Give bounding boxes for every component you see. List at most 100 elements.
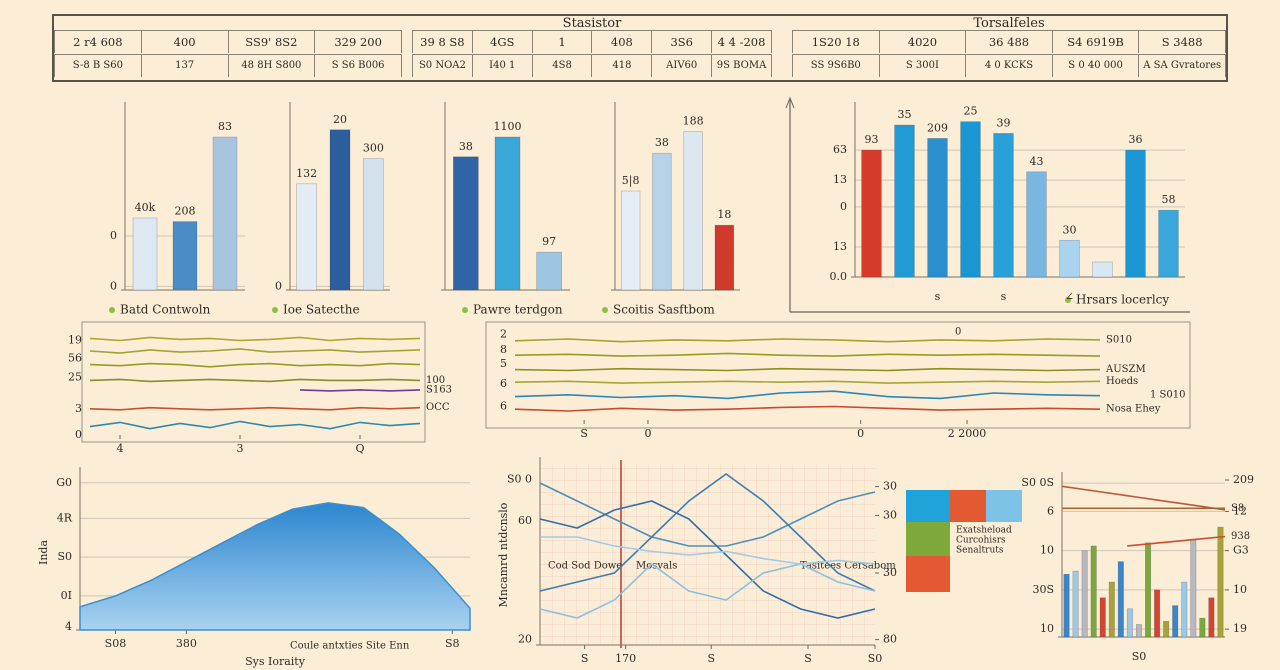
series-label: Nosa Ehey: [1106, 404, 1161, 415]
table-group: Stasistor 39 8 S8 4GS 1 408 3S6 4 4 -208 S0 NOA…: [412, 16, 772, 80]
y-tick-label: 25: [68, 370, 82, 383]
line-series: [1061, 485, 1226, 511]
y-tick-label: 4: [65, 620, 72, 633]
line-series: [89, 420, 421, 430]
y-tick-label: 20: [518, 633, 532, 646]
value-label: 38: [655, 136, 669, 149]
legend-label: Scoitis Sasftbom: [613, 303, 715, 317]
table-row: SS 9S6B0 S 300I 4 0 KCKS S 0 40 000 A SA Gvr…: [792, 54, 1226, 77]
y2-tick-label: 10: [1233, 583, 1247, 596]
x-tick-label: S: [707, 652, 715, 665]
x-tick-label: S0: [868, 652, 883, 665]
area: [79, 502, 471, 631]
legend-bullet: [462, 307, 468, 313]
y-tick-label: S0: [57, 550, 72, 563]
line-series: [89, 406, 421, 411]
line-series: [540, 536, 876, 565]
x-tick-label: s: [1001, 290, 1007, 303]
swatch: [906, 522, 950, 556]
table-cell: S S6 B006: [314, 55, 402, 77]
table-cell: 4 0 KCKS: [965, 55, 1052, 77]
table-cell: SS 9S6B0: [792, 55, 879, 77]
y-tick-label: 8: [500, 343, 507, 356]
table-cell: 137: [140, 55, 228, 77]
table-cell: 329 200: [314, 31, 402, 53]
bar: [1135, 624, 1142, 638]
x-tick-label: 2 2000: [948, 427, 987, 440]
bar: [536, 251, 562, 291]
x-tick-label: S0: [1132, 650, 1147, 663]
bar: [1158, 209, 1179, 278]
y2-tick-label: 30: [883, 566, 897, 579]
bar: [1059, 239, 1080, 278]
x-tick-label: 3: [237, 442, 244, 455]
table-row: S0 NOA2 I40 1 4S8 418 AIV60 9S BOMA: [412, 54, 772, 77]
x-tick-label: 0: [644, 427, 651, 440]
value-label: 39: [997, 116, 1011, 129]
table-row: 1S20 18 4020 36 488 S4 6919B S 3488: [792, 30, 1226, 53]
series-label: Hoeds: [1106, 376, 1138, 387]
bar: [1081, 550, 1088, 638]
bar: [1063, 573, 1070, 638]
value-label: 132: [296, 167, 317, 180]
legend-bullet: [1065, 297, 1071, 303]
value-label: 5|8: [622, 174, 640, 188]
x-tick-label: s: [935, 290, 941, 303]
y2-tick-label: 12: [1233, 504, 1247, 517]
table-cell: 400: [140, 31, 228, 53]
line-series: [514, 338, 1101, 343]
bar: [861, 149, 882, 278]
swatch-label: Senaltruts: [956, 546, 1004, 556]
line-series: [514, 367, 1101, 372]
value-label: 83: [218, 120, 232, 133]
table-cell: AIV60: [651, 55, 711, 77]
value-label: 18: [717, 208, 731, 221]
y-tick-label: 2: [500, 328, 507, 341]
bar: [453, 156, 479, 291]
table-cell: 48 8H S800: [227, 55, 315, 77]
y-tick-label: 30S: [1032, 583, 1054, 596]
value-label: 209: [927, 121, 948, 134]
table-cell: S 3488: [1138, 31, 1226, 53]
y-tick-label: 4R: [57, 511, 73, 524]
bar: [1026, 171, 1047, 278]
table-row: 2 r4 608 400 SS9' 8S2 329 200: [54, 30, 402, 53]
x-tick-label: S8: [445, 637, 460, 650]
series-label: AUSZM: [1105, 364, 1146, 375]
value-label: 30: [1063, 223, 1077, 236]
bar: [894, 124, 915, 278]
bar: [1181, 581, 1188, 638]
y2-tick-label: 19: [1233, 622, 1247, 635]
bar: [960, 121, 981, 278]
table-cell: I40 1: [471, 55, 532, 77]
x-tick-label: 170: [615, 652, 636, 665]
table-cell: 3S6: [651, 31, 711, 53]
table-cell: S 300I: [878, 55, 966, 77]
y-tick-label: 5: [500, 357, 507, 370]
frame: [485, 321, 1191, 429]
table-group: 2 r4 608 400 SS9' 8S2 329 200 S-8 B S60 137 48…: [54, 16, 402, 80]
line-series: [514, 390, 1101, 400]
bar: [172, 221, 198, 291]
table-row: S-8 B S60 137 48 8H S800 S S6 B006: [54, 54, 402, 77]
y-tick-label: 63: [833, 143, 847, 156]
swatch-label: Curcohisrs: [956, 536, 1006, 546]
bar: [296, 183, 317, 291]
bar: [714, 224, 735, 291]
legend-label: Ioe Satecthe: [283, 303, 360, 317]
y-tick-label: 0: [110, 229, 117, 242]
swatch: [950, 490, 986, 522]
table-cell: 418: [591, 55, 651, 77]
x-tick-label: 4: [117, 442, 124, 455]
y-tick-label: 13: [833, 173, 847, 186]
bar: [1154, 589, 1161, 638]
bar: [1199, 617, 1206, 638]
swatch-label: Exatsheload: [956, 526, 1012, 536]
series-label: S163: [426, 384, 452, 395]
table-cell: 4GS: [471, 31, 532, 53]
table-cell: 9S BOMA: [711, 55, 772, 77]
annotation: Coule antxties Site Enn: [290, 641, 410, 652]
x-tick-label: S08: [105, 637, 127, 650]
bar: [1208, 597, 1215, 638]
